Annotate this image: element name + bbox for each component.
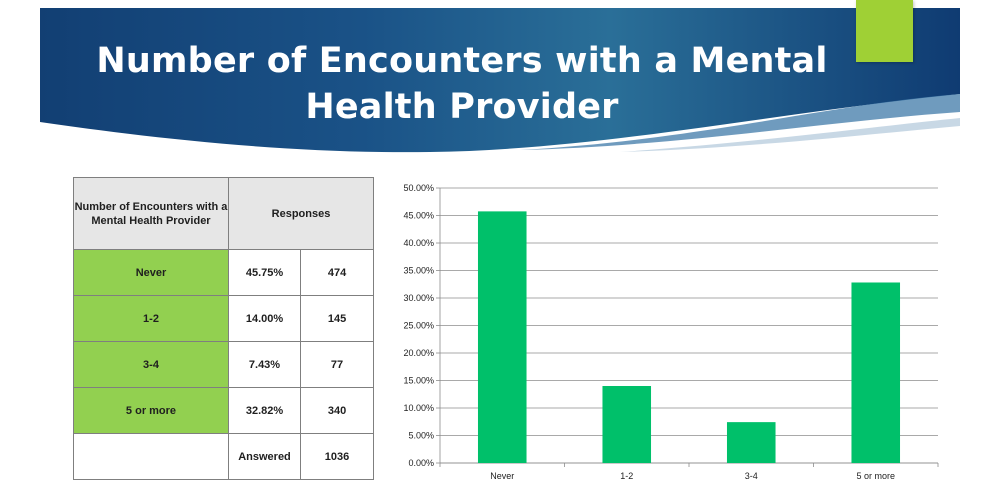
title-banner: [40, 8, 960, 153]
bar: [726, 422, 776, 463]
y-tick-label: 45.00%: [403, 211, 434, 221]
bar: [851, 282, 901, 463]
answered-blank-cell: [73, 433, 229, 480]
y-tick-label: 5.00%: [408, 431, 434, 441]
bar-chart: 0.00% 5.00% 10.00% 15.00% 20.00% 25.00% 30.00%…: [403, 183, 939, 481]
table-row: 1-2 14.00% 145: [73, 295, 375, 342]
responses-table: Number of Encounters with a Mental Healt…: [73, 177, 375, 480]
row-count: 145: [299, 295, 375, 342]
row-percent: 14.00%: [228, 295, 301, 342]
bar: [602, 386, 652, 463]
header-category: Number of Encounters with a Mental Healt…: [73, 177, 229, 250]
answered-row: Answered 1036: [73, 433, 375, 480]
row-count: 474: [299, 249, 375, 296]
row-count: 77: [299, 341, 375, 388]
y-tick-label: 0.00%: [408, 458, 434, 468]
table-row: 5 or more 32.82% 340: [73, 387, 375, 434]
row-percent: 7.43%: [228, 341, 301, 388]
y-tick-label: 30.00%: [403, 293, 434, 303]
y-tick-label: 50.00%: [403, 183, 434, 193]
y-tick-label: 25.00%: [403, 321, 434, 331]
slide-title: Number of Encounters with a Mental Healt…: [96, 41, 828, 127]
bar: [477, 211, 527, 463]
answered-label: Answered: [228, 433, 301, 480]
y-tick-label: 15.00%: [403, 376, 434, 386]
y-tick-label: 35.00%: [403, 266, 434, 276]
table-header-row: Number of Encounters with a Mental Healt…: [73, 177, 375, 250]
row-category: 3-4: [73, 341, 229, 388]
row-count: 340: [299, 387, 375, 434]
row-category: 1-2: [73, 295, 229, 342]
header-responses: Responses: [227, 177, 375, 250]
y-tick-label: 10.00%: [403, 403, 434, 413]
row-percent: 32.82%: [228, 387, 301, 434]
y-tick-label: 20.00%: [403, 348, 434, 358]
x-tick-label: 1-2: [620, 471, 633, 481]
y-tick-label: 40.00%: [403, 238, 434, 248]
x-tick-label: 3-4: [745, 471, 758, 481]
answered-count: 1036: [299, 433, 375, 480]
table-row: 3-4 7.43% 77: [73, 341, 375, 388]
row-category: Never: [73, 249, 229, 296]
table-row: Never 45.75% 474: [73, 249, 375, 296]
accent-square: [856, 0, 913, 62]
x-tick-label: 5 or more: [856, 471, 895, 481]
row-category: 5 or more: [73, 387, 229, 434]
x-tick-label: Never: [490, 471, 514, 481]
row-percent: 45.75%: [228, 249, 301, 296]
